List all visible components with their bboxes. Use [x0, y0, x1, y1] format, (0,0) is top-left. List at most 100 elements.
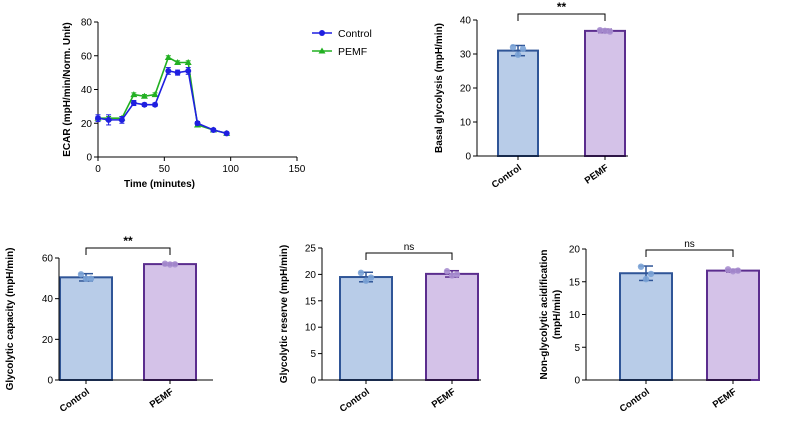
- y-tick-label: 15: [305, 296, 317, 307]
- y-tick-label: 15: [569, 277, 581, 288]
- replicate-point: [362, 277, 370, 284]
- data-point-control: [174, 69, 181, 76]
- y-tick-label: 10: [569, 310, 581, 321]
- category-label-control: Control: [338, 386, 372, 414]
- data-point-control: [130, 100, 137, 106]
- y-tick-label: 60: [81, 51, 93, 62]
- data-point-control: [152, 101, 159, 108]
- x-tick-label: 50: [159, 164, 171, 175]
- replicate-point: [596, 27, 604, 34]
- data-point-control: [141, 101, 148, 108]
- y-axis-label: Glycolytic capacity (mpH/min): [5, 248, 16, 391]
- replicate-point: [601, 27, 609, 35]
- data-point-pemf: [184, 59, 192, 65]
- glycolytic-capacity-bar-chart: Control PEMF 0 20 40 60 ** Glycolytic capacity …: [5, 234, 213, 415]
- basal-glycolysis-bar-chart: Control PEMF 0 10 20 30 40 ** Basal glycolysis (…: [434, 0, 628, 191]
- replicate-point: [729, 268, 737, 275]
- legend-marker-control: [319, 30, 325, 36]
- y-tick-label: 20: [569, 245, 581, 256]
- y-tick-label: 0: [574, 376, 580, 387]
- x-tick-label: 100: [222, 164, 239, 175]
- y-tick-label: 30: [460, 50, 472, 61]
- bar-control: [497, 49, 539, 157]
- significance-label: **: [557, 0, 567, 14]
- data-point-pemf: [164, 53, 172, 60]
- glycolytic-reserve-bar-chart: Control PEMF 0 5 10 15 20 25 ns Glycolytic reserv…: [279, 242, 481, 415]
- replicate-point: [357, 269, 365, 277]
- significance-bracket: [517, 13, 606, 21]
- replicate-point: [448, 272, 456, 279]
- y-tick-label: 5: [310, 349, 316, 360]
- replicate-point: [514, 51, 522, 58]
- data-point-pemf: [130, 91, 138, 98]
- replicate-point: [453, 271, 461, 278]
- replicate-point: [519, 45, 527, 53]
- y-tick-label: 5: [574, 343, 580, 354]
- category-label-control: Control: [618, 386, 652, 414]
- data-point-pemf: [151, 91, 159, 98]
- data-point-control: [105, 116, 112, 123]
- bar-pemf: [584, 29, 626, 158]
- y-tick-label: 20: [42, 335, 54, 346]
- significance-bracket: [365, 252, 453, 260]
- series-line-pemf: [98, 56, 227, 135]
- data-point-control: [95, 115, 101, 122]
- y-axis-label: ECAR (mpH/min/Norm. Unit): [62, 22, 73, 156]
- data-point-control: [194, 120, 201, 127]
- y-axis-label: Glycolytic reserve (mpH/min): [279, 245, 290, 383]
- data-point-control: [185, 67, 192, 74]
- y-tick-label: 80: [81, 18, 93, 29]
- bar-pemf: [425, 272, 479, 382]
- replicate-point: [87, 275, 95, 282]
- data-point-control: [210, 127, 217, 133]
- y-tick-label: 40: [460, 16, 472, 27]
- category-label-control: Control: [490, 162, 524, 190]
- significance-bracket: [645, 249, 734, 257]
- y-tick-label: 40: [42, 294, 54, 305]
- data-point-pemf: [140, 92, 148, 99]
- category-label-pemf: PEMF: [430, 386, 458, 410]
- category-label-control: Control: [58, 386, 92, 414]
- replicate-point: [509, 44, 517, 51]
- x-axis-label: Time (minutes): [124, 179, 195, 190]
- legend-label-pemf: PEMF: [338, 46, 367, 58]
- replicate-point: [82, 275, 90, 282]
- non-glycolytic-acidification-bar-chart: Control PEMF 0 5 10 15 20 ns Non-glycolytic acid…: [539, 239, 760, 415]
- y-tick-label: 0: [86, 153, 92, 164]
- significance-label: ns: [404, 242, 415, 253]
- ecar-line-chart: 0 20 40 60 80 0 50 100 150 Time (minutes) ECAR (mp…: [62, 18, 372, 191]
- replicate-point: [606, 28, 614, 35]
- y-tick-label: 25: [305, 244, 317, 255]
- replicate-point: [637, 263, 645, 270]
- category-label-pemf: PEMF: [711, 386, 739, 410]
- y-tick-label: 0: [465, 152, 471, 163]
- replicate-point: [171, 261, 179, 268]
- y-tick-label: 60: [42, 254, 54, 265]
- legend-label-control: Control: [338, 28, 372, 40]
- bar-control: [339, 276, 393, 382]
- y-tick-label: 10: [460, 118, 472, 129]
- y-tick-label: 40: [81, 85, 93, 96]
- y-tick-label: 10: [305, 323, 317, 334]
- replicate-point: [647, 270, 655, 278]
- y-tick-label: 20: [460, 84, 472, 95]
- y-axis-label: Non-glycolytic acidification: [539, 249, 550, 379]
- bar-pemf: [706, 269, 760, 381]
- replicate-point: [161, 260, 169, 267]
- y-tick-label: 20: [81, 119, 93, 130]
- replicate-point: [642, 275, 650, 283]
- series-line-control: [97, 70, 227, 135]
- x-tick-label: 0: [95, 164, 101, 175]
- y-axis-label: Basal glycolysis (mpH/min): [434, 23, 445, 153]
- replicate-point: [77, 271, 85, 278]
- significance-bracket: [85, 247, 171, 255]
- significance-label: **: [123, 234, 133, 248]
- y-axis-label-unit: (mpH/min): [552, 290, 563, 339]
- bar-pemf: [143, 263, 197, 382]
- category-label-pemf: PEMF: [583, 162, 611, 186]
- legend-marker-pemf: [318, 47, 326, 54]
- significance-label: ns: [684, 239, 695, 250]
- replicate-point: [724, 266, 732, 273]
- data-point-pemf: [174, 59, 182, 65]
- replicate-point: [166, 261, 174, 268]
